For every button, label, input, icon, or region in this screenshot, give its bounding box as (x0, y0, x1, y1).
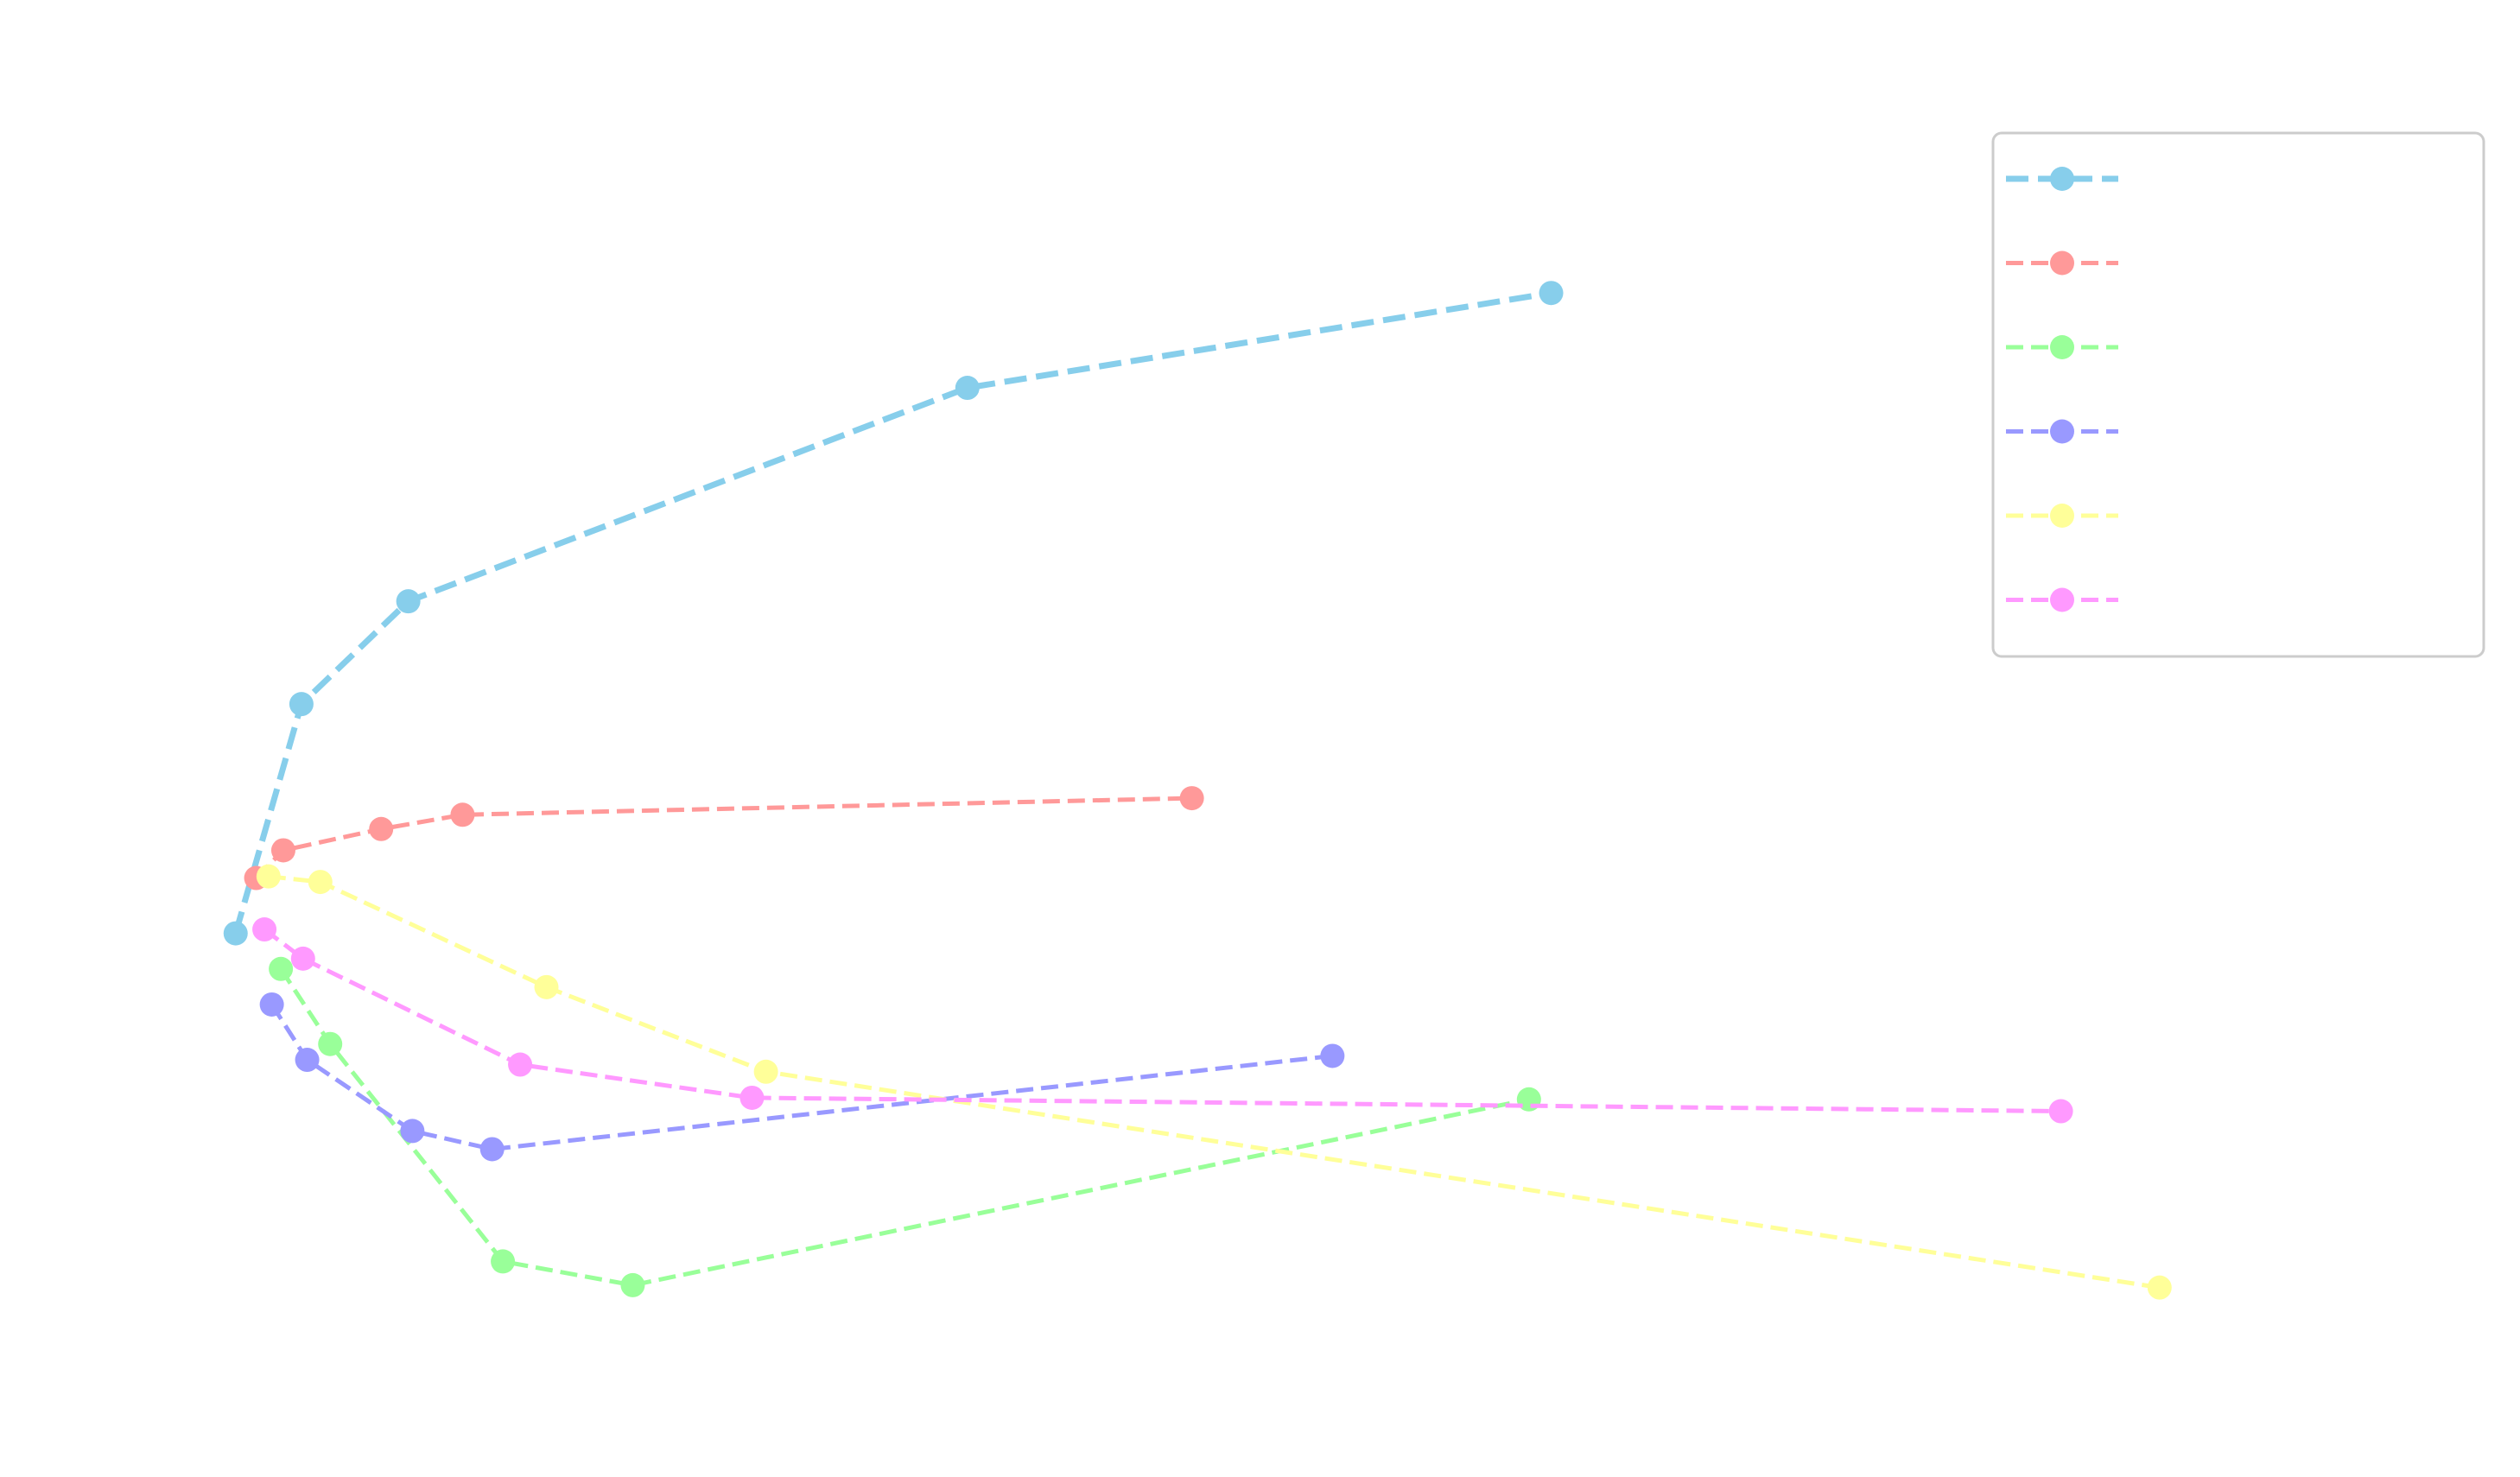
legend-marker-5 (2050, 504, 2074, 528)
series-4-point-1 (259, 992, 284, 1017)
legend (1991, 131, 2485, 658)
series-1-point-4 (955, 376, 980, 401)
series-1-line (232, 289, 1552, 935)
series-5-point-1 (256, 864, 281, 889)
series-3-point-2 (318, 1031, 343, 1056)
series-5-line (268, 874, 2161, 1290)
series-4-line (270, 1003, 1333, 1151)
series-2-line (254, 796, 1192, 880)
series-6-point-3 (508, 1052, 533, 1077)
series-2-point-5 (1179, 786, 1204, 811)
series-5-point-2 (308, 870, 333, 895)
series-2 (244, 786, 1204, 891)
series-2-point-4 (450, 802, 475, 827)
series-6-point-2 (290, 946, 315, 971)
legend-marker-1 (2050, 167, 2074, 191)
series-3-point-1 (269, 956, 294, 981)
series-5-point-5 (2147, 1275, 2172, 1300)
legend-marker-2 (2050, 250, 2074, 276)
legend-marker-6 (2050, 587, 2074, 612)
legend-frame (1991, 131, 2485, 658)
series-4-point-4 (479, 1137, 505, 1162)
legend-entries (2006, 167, 2118, 612)
series-1 (223, 281, 1564, 946)
series-6-point-4 (739, 1085, 765, 1110)
legend-marker-4 (2050, 419, 2074, 444)
series-3 (269, 956, 1541, 1297)
series-3-point-3 (491, 1249, 516, 1274)
series-layer (223, 281, 2172, 1300)
series-4-point-3 (400, 1119, 425, 1144)
series-3-point-4 (620, 1272, 645, 1297)
series-1-point-3 (396, 589, 421, 614)
series-3-line (279, 967, 1530, 1288)
series-2-point-2 (270, 838, 295, 863)
series-5-point-4 (753, 1059, 778, 1084)
series-4 (259, 992, 1345, 1162)
series-6 (252, 917, 2073, 1124)
legend-marker-3 (2050, 335, 2074, 359)
series-1-point-1 (223, 921, 248, 946)
series-6-point-1 (252, 917, 277, 942)
series-4-point-5 (1320, 1043, 1345, 1068)
series-1-point-5 (1539, 281, 1564, 306)
series-5-point-3 (534, 974, 559, 999)
series-2-point-3 (369, 816, 394, 841)
series-5 (256, 864, 2172, 1300)
series-1-point-2 (289, 692, 314, 717)
series-6-point-5 (2048, 1099, 2073, 1124)
series-4-point-2 (295, 1048, 320, 1073)
series-6-line (263, 928, 2061, 1114)
